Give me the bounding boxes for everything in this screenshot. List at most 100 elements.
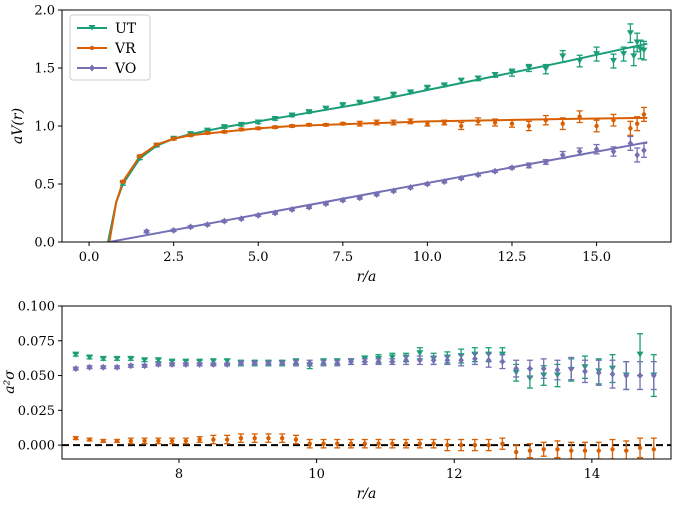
string-tension-y-tick-label: 0.025 — [18, 404, 55, 419]
potential-point-vo — [323, 200, 329, 208]
string-tension-point-ut — [99, 355, 107, 362]
string-tension-y-tick-label: 0.050 — [18, 369, 55, 384]
potential-point-ut — [390, 91, 398, 98]
string-tension-point-vo — [100, 363, 107, 371]
string-tension-point-vr — [183, 438, 189, 444]
potential-point-ut — [491, 71, 499, 78]
potential-point-vr — [459, 123, 464, 129]
potential-point-ut — [440, 82, 448, 89]
string-tension-point-ut — [636, 351, 644, 358]
string-tension-point-vr — [390, 441, 395, 446]
string-tension-point-vo — [155, 360, 162, 368]
string-tension-point-vo — [196, 360, 203, 368]
potential-point-vo — [255, 211, 262, 219]
string-tension-point-vo — [637, 372, 643, 380]
string-tension-point-vo — [513, 365, 519, 373]
potential-point-ut — [508, 69, 516, 76]
potential-x-tick-label: 10.0 — [413, 250, 442, 265]
string-tension-point-vr — [431, 441, 436, 446]
potential-point-vo — [272, 209, 278, 217]
potential-fit-line-ut — [107, 42, 648, 242]
string-tension-point-vr — [596, 448, 601, 453]
string-tension-point-vr — [87, 437, 92, 442]
legend-ut-marker — [88, 25, 96, 31]
potential-point-vo — [492, 167, 498, 175]
potential-point-ut — [576, 58, 584, 64]
string-tension-x-axis-label: r/a — [357, 486, 377, 502]
string-tension-point-ut — [388, 354, 396, 361]
string-tension-point-vo — [595, 369, 602, 377]
string-tension-point-vo — [582, 367, 588, 375]
legend-frame — [69, 14, 151, 81]
string-tension-point-vo — [251, 359, 258, 367]
potential-point-vo — [634, 151, 640, 159]
string-tension-point-vr — [610, 447, 615, 452]
string-tension-point-vr — [417, 441, 423, 446]
potential-point-ut — [203, 127, 211, 134]
potential-point-ut — [609, 58, 617, 64]
potential-point-vr — [256, 126, 261, 131]
potential-panel: 0.0 2.5 5.0 7.5 10.0 12.5 15.00.00.51.01.52.0 … — [10, 4, 672, 285]
string-tension-point-ut — [154, 357, 162, 364]
potential-point-vr — [272, 124, 278, 130]
potential-point-vr — [509, 121, 515, 126]
string-tension-point-vr — [114, 438, 120, 444]
potential-point-vo — [559, 151, 566, 159]
legend: UT VR VO — [69, 14, 151, 81]
string-tension-point-vo — [389, 358, 396, 366]
legend-vr-label: VR — [114, 41, 136, 57]
potential-point-vo — [610, 148, 617, 156]
potential-point-ut — [339, 102, 347, 108]
string-tension-point-vr — [376, 441, 381, 446]
potential-point-vr — [408, 119, 413, 124]
potential-point-vr — [289, 123, 295, 129]
string-tension-point-vr — [500, 441, 505, 446]
potential-y-tick-label: 0.5 — [34, 178, 55, 193]
potential-series-vo — [143, 135, 647, 236]
string-tension-point-ut — [113, 355, 121, 362]
string-tension-point-vr — [224, 437, 230, 442]
potential-point-vo — [576, 148, 583, 156]
potential-x-tick-label: 7.5 — [332, 250, 353, 265]
string-tension-point-vo — [458, 356, 464, 364]
potential-point-vr — [475, 119, 481, 124]
string-tension-x-tick-label: 12 — [446, 467, 463, 482]
string-tension-point-vr — [335, 441, 340, 446]
string-tension-axis-ticks: 8 10 12 14 0.000 0.025 0.050 0.075 0.100 — [18, 300, 600, 483]
string-tension-point-vo — [527, 365, 533, 373]
string-tension-point-ut — [141, 357, 149, 364]
string-tension-point-vo — [444, 356, 451, 364]
string-tension-axes-frame — [61, 305, 672, 460]
string-tension-series-vo — [72, 352, 657, 391]
potential-point-ut — [542, 66, 550, 72]
legend-vo-label: VO — [114, 61, 136, 77]
potential-point-ut — [322, 105, 330, 112]
potential-x-axis-label: r/a — [357, 269, 377, 285]
potential-point-ut — [633, 39, 641, 46]
potential-point-vo — [526, 161, 532, 169]
string-tension-point-ut — [86, 354, 94, 361]
potential-point-vr — [340, 121, 346, 126]
potential-axes-frame — [61, 9, 672, 243]
string-tension-point-vr — [541, 447, 546, 452]
potential-x-tick-label: 15.0 — [582, 250, 611, 265]
string-tension-point-vo — [293, 359, 299, 367]
potential-plot-area — [107, 23, 648, 242]
string-tension-point-vo — [472, 355, 478, 363]
string-tension-point-vo — [623, 372, 630, 380]
string-tension-point-vr — [362, 441, 367, 446]
potential-point-vr — [323, 122, 329, 128]
string-tension-point-vo — [499, 358, 506, 366]
string-tension-point-vo — [128, 362, 134, 370]
potential-point-vr — [425, 121, 430, 126]
string-tension-point-vr — [513, 449, 519, 455]
string-tension-point-vo — [554, 366, 561, 374]
potential-point-ut — [254, 119, 262, 126]
string-tension-y-tick-label: 0.075 — [18, 334, 55, 349]
potential-point-vr — [222, 129, 227, 134]
potential-fit-line-vo — [109, 141, 648, 242]
potential-point-vr — [577, 114, 582, 119]
string-tension-point-vo — [265, 359, 272, 367]
legend-vr-marker — [89, 45, 95, 51]
string-tension-point-vo — [540, 365, 547, 373]
